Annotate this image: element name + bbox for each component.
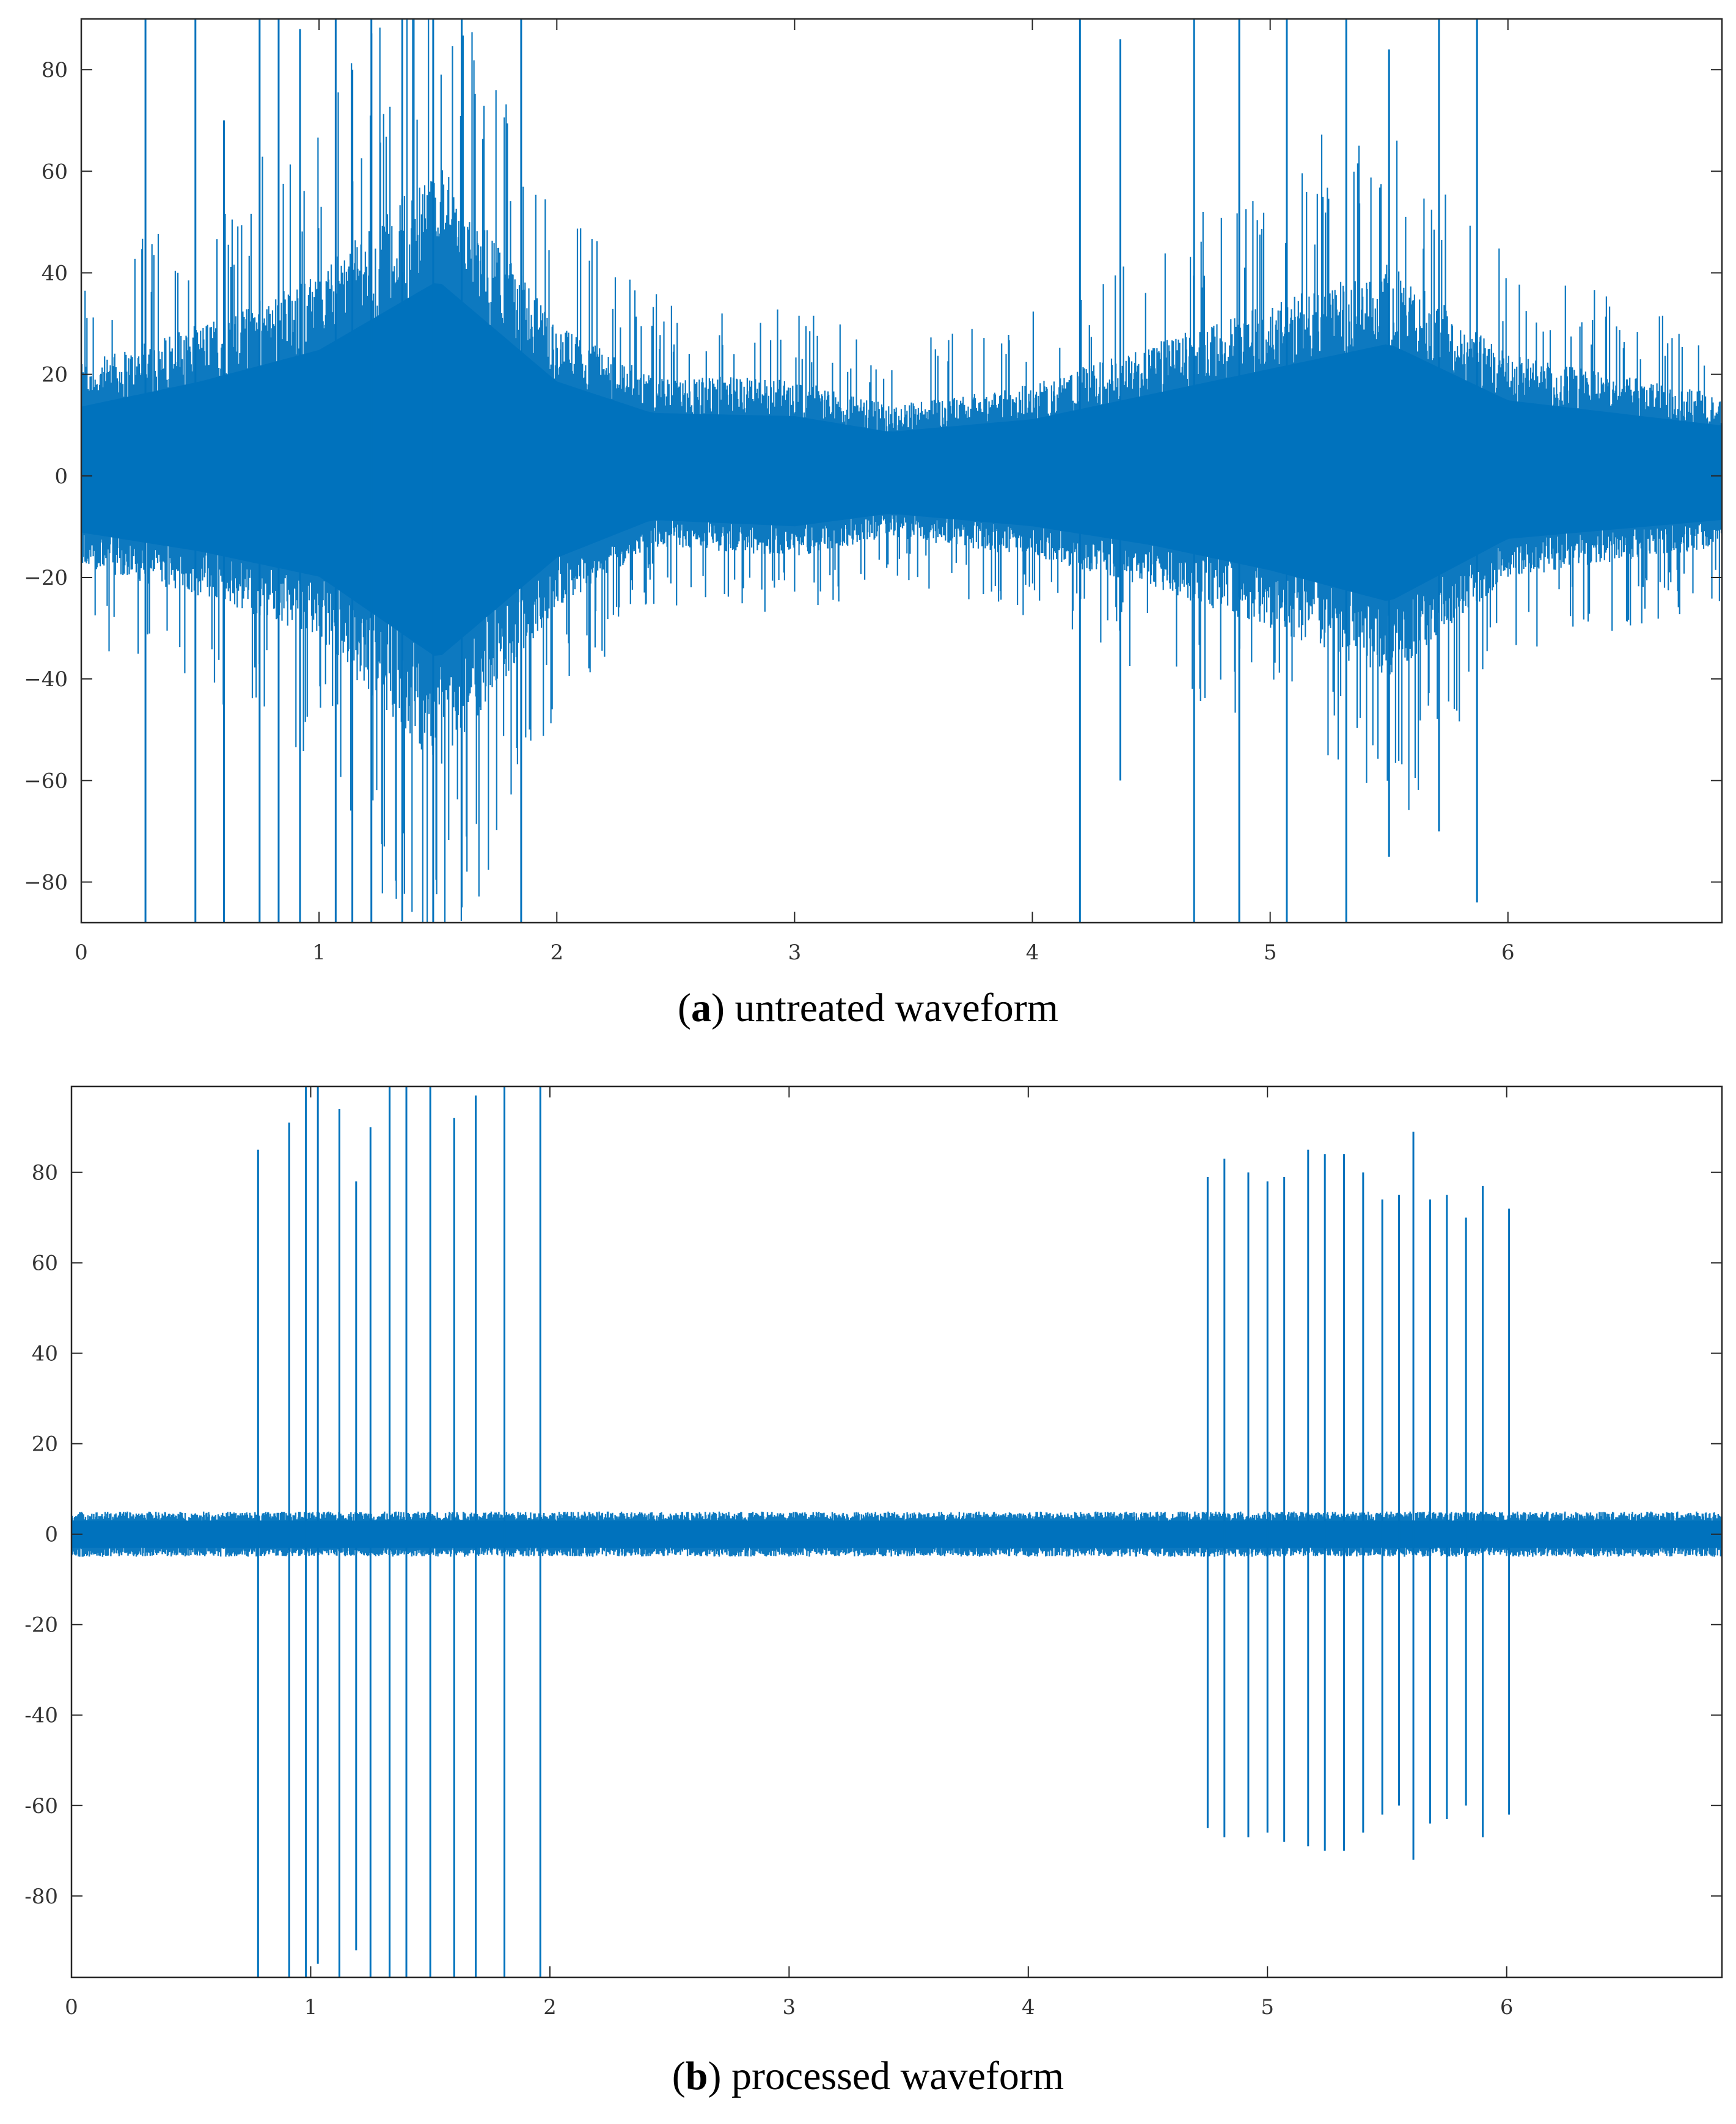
caption-b-letter: b xyxy=(685,2054,708,2098)
ytick-label-a-5: −20 xyxy=(24,566,68,590)
ytick-label-a-2: 40 xyxy=(42,261,68,285)
xtick-label-b-4: 4 xyxy=(1022,1995,1035,2020)
xtick-label-b-2: 2 xyxy=(543,1995,557,2020)
xtick-label-b-6: 6 xyxy=(1500,1995,1514,2020)
plot-area-b xyxy=(71,1086,1722,1977)
ytick-label-b-4: 0 xyxy=(45,1523,58,1547)
signal-core-a xyxy=(81,283,1722,656)
xtick-label-a-4: 4 xyxy=(1026,940,1039,965)
ytick-label-a-1: 60 xyxy=(42,159,68,184)
caption-b-text: processed waveform xyxy=(721,2054,1064,2098)
caption-a: (a) untreated waveform xyxy=(677,986,1059,1030)
xtick-label-a-0: 0 xyxy=(75,940,88,965)
plot-area-a xyxy=(81,19,1722,923)
ytick-label-b-2: 40 xyxy=(32,1342,58,1366)
ytick-label-b-1: 60 xyxy=(32,1251,58,1276)
xtick-label-a-6: 6 xyxy=(1501,940,1515,965)
ytick-label-b-0: 80 xyxy=(32,1161,58,1185)
chart-b: 80 60 40 20 0 -20 -40 -60 -80 0 1 2 3 4 5 6 xyxy=(24,1085,1723,2020)
ytick-label-b-8: -80 xyxy=(24,1884,58,1909)
xtick-label-a-5: 5 xyxy=(1264,940,1277,965)
xtick-label-b-3: 3 xyxy=(783,1995,796,2020)
xtick-label-b-5: 5 xyxy=(1261,1995,1274,2020)
ytick-label-b-6: -40 xyxy=(24,1704,58,1728)
axes-frame-a xyxy=(80,18,1723,924)
xtick-label-a-2: 2 xyxy=(550,940,563,965)
signal-core-b xyxy=(71,1520,1722,1548)
panel-a: 80 60 40 20 0 −20 −40 −60 −80 0 1 2 3 4 5 6 (a) untreat… xyxy=(0,0,1736,1051)
ytick-label-a-6: −40 xyxy=(24,667,68,692)
axes-frame-b xyxy=(70,1085,1723,1979)
xtick-label-a-1: 1 xyxy=(312,940,326,965)
chart-a: 80 60 40 20 0 −20 −40 −60 −80 0 1 2 3 4 5 6 xyxy=(24,18,1723,965)
ytick-label-b-7: -60 xyxy=(24,1794,58,1818)
caption-a-letter: a xyxy=(690,986,711,1030)
caption-b: (b) processed waveform xyxy=(672,2054,1064,2098)
ytick-label-a-4: 0 xyxy=(54,464,68,489)
ytick-label-a-7: −60 xyxy=(24,769,68,793)
xtick-label-b-1: 1 xyxy=(304,1995,318,2020)
ytick-label-a-0: 80 xyxy=(42,58,68,82)
xtick-label-b-0: 0 xyxy=(65,1995,78,2020)
xtick-label-a-3: 3 xyxy=(788,940,802,965)
ytick-label-b-5: -20 xyxy=(24,1613,58,1638)
ytick-label-a-8: −80 xyxy=(24,871,68,895)
ytick-label-a-3: 20 xyxy=(42,363,68,387)
ytick-label-b-3: 20 xyxy=(32,1432,58,1457)
panel-b: 80 60 40 20 0 -20 -40 -60 -80 0 1 2 3 4 5 6 (b) process… xyxy=(0,1051,1736,2124)
caption-a-text: untreated waveform xyxy=(724,986,1059,1030)
